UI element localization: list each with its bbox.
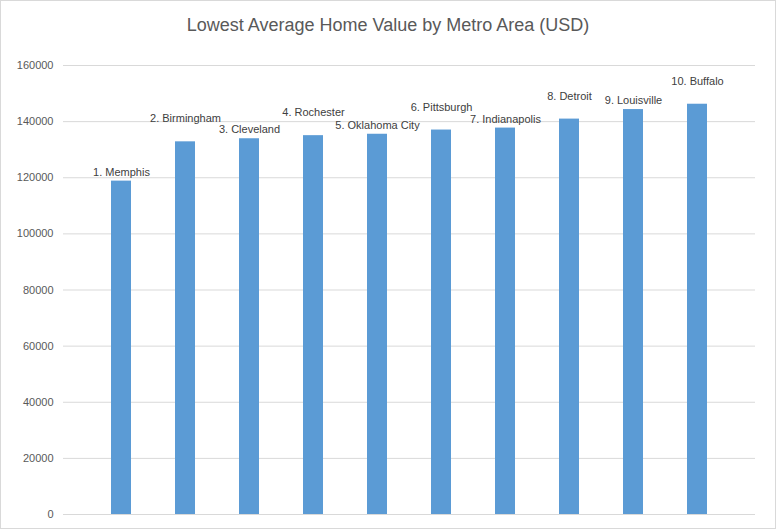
svg-text:4. Rochester: 4. Rochester bbox=[282, 106, 345, 118]
svg-text:3. Cleveland: 3. Cleveland bbox=[219, 123, 280, 135]
svg-text:100000: 100000 bbox=[17, 227, 54, 239]
svg-text:5. Oklahoma City: 5. Oklahoma City bbox=[335, 119, 420, 131]
svg-text:140000: 140000 bbox=[17, 115, 54, 127]
svg-text:40000: 40000 bbox=[23, 396, 54, 408]
svg-text:80000: 80000 bbox=[23, 284, 54, 296]
svg-text:1. Memphis: 1. Memphis bbox=[93, 166, 150, 178]
svg-text:120000: 120000 bbox=[17, 171, 54, 183]
svg-text:10. Buffalo: 10. Buffalo bbox=[671, 75, 723, 87]
svg-text:160000: 160000 bbox=[17, 59, 54, 71]
svg-text:9. Louisville: 9. Louisville bbox=[605, 94, 662, 106]
svg-text:6. Pittsburgh: 6. Pittsburgh bbox=[411, 101, 473, 113]
svg-text:8. Detroit: 8. Detroit bbox=[547, 90, 592, 102]
html-text:Lowest Average Home Value by M: Lowest Average Home Value by Metro Area … bbox=[186, 15, 590, 35]
svg-text:20000: 20000 bbox=[23, 452, 54, 464]
svg-text:7. Indianapolis: 7. Indianapolis bbox=[470, 113, 541, 125]
svg-text:2. Birmingham: 2. Birmingham bbox=[150, 112, 221, 124]
svg-text:0: 0 bbox=[47, 508, 53, 520]
svg-text:60000: 60000 bbox=[23, 340, 54, 352]
